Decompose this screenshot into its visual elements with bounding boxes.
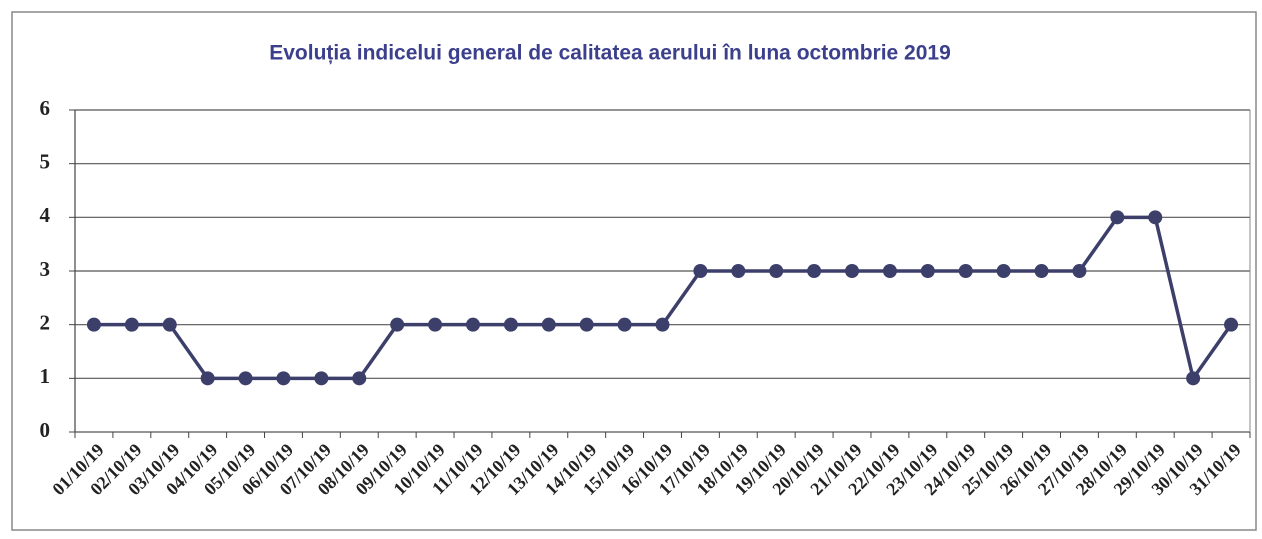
point bbox=[807, 264, 822, 278]
point bbox=[693, 264, 708, 278]
y-tick-label: 1 bbox=[40, 364, 51, 388]
point bbox=[352, 371, 367, 386]
point bbox=[200, 371, 215, 386]
y-tick-label: 5 bbox=[40, 149, 51, 173]
point bbox=[958, 264, 973, 278]
point bbox=[769, 264, 784, 278]
line bbox=[93, 215, 1233, 381]
point bbox=[1072, 264, 1087, 278]
y-tick-label: 6 bbox=[40, 96, 51, 120]
point bbox=[541, 317, 556, 332]
point bbox=[617, 317, 632, 332]
point bbox=[1034, 264, 1049, 278]
y-tick-label: 4 bbox=[40, 203, 51, 227]
point bbox=[731, 264, 746, 278]
point bbox=[882, 264, 897, 278]
point bbox=[465, 317, 480, 332]
point bbox=[1148, 210, 1163, 225]
point bbox=[276, 371, 291, 386]
point bbox=[845, 264, 860, 278]
point bbox=[1186, 371, 1201, 386]
point bbox=[1110, 210, 1125, 225]
point bbox=[996, 264, 1011, 278]
point bbox=[503, 317, 518, 332]
point bbox=[428, 317, 443, 332]
point bbox=[390, 317, 405, 332]
point bbox=[86, 317, 101, 332]
point bbox=[579, 317, 594, 332]
point bbox=[124, 317, 139, 332]
point bbox=[655, 317, 670, 332]
y-tick-label: 3 bbox=[40, 257, 51, 281]
point bbox=[162, 317, 177, 332]
y-tick-label: 0 bbox=[40, 418, 51, 442]
chart-title: Evoluția indicelui general de calitatea … bbox=[269, 42, 951, 65]
point bbox=[238, 371, 253, 386]
chart-border bbox=[11, 11, 1257, 531]
point bbox=[1224, 317, 1239, 332]
point bbox=[314, 371, 329, 386]
y-tick-label: 2 bbox=[40, 310, 51, 334]
point bbox=[920, 264, 935, 278]
